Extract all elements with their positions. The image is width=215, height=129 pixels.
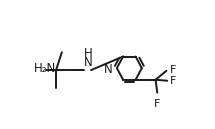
Text: H₂N: H₂N	[34, 62, 56, 75]
Text: F: F	[154, 99, 160, 109]
Text: F: F	[169, 65, 176, 75]
Text: N: N	[104, 63, 113, 76]
Text: N: N	[84, 56, 92, 69]
Text: H: H	[84, 47, 92, 60]
Text: F: F	[170, 76, 177, 86]
